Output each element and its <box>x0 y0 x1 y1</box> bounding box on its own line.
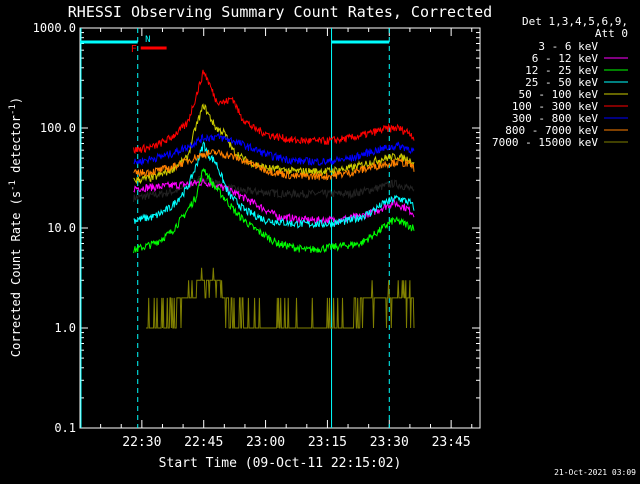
y-axis-label-main: Corrected Count Rate (s <box>9 191 23 357</box>
y-axis-label: Corrected Count Rate (s-1 detector-1) <box>8 97 23 357</box>
x-tick-label: 23:15 <box>308 435 347 450</box>
flag-label-n: N <box>145 35 150 45</box>
legend-entry-label: 300 - 800 keV <box>512 112 598 125</box>
x-tick-label: 23:30 <box>370 435 409 450</box>
legend-entry-label: 800 - 7000 keV <box>505 124 598 137</box>
legend-entry-label: 25 - 50 keV <box>525 76 598 89</box>
legend-entry-label: 100 - 300 keV <box>512 100 598 113</box>
x-tick-label: 23:00 <box>246 435 285 450</box>
legend-entry-label: 12 - 25 keV <box>525 64 598 77</box>
y-axis-label-sup-2: -1 <box>8 104 18 115</box>
x-tick-label: 22:30 <box>122 435 161 450</box>
legend-entry-label: 50 - 100 keV <box>519 88 599 101</box>
series-line-5 <box>133 69 415 155</box>
flag-label-f: F <box>131 44 137 55</box>
series-line-7 <box>133 149 415 181</box>
footer-date: 21-Oct-2021 03:09 <box>554 468 636 477</box>
y-axis-label-end: ) <box>9 97 23 104</box>
series-line-2 <box>133 167 415 254</box>
legend-header-line-2: Att 0 <box>595 27 628 40</box>
x-tick-label: 22:45 <box>184 435 223 450</box>
legend-entry-label: 7000 - 15000 keV <box>492 136 598 149</box>
y-tick-label: 100.0 <box>40 121 76 135</box>
series-line-3 <box>133 141 415 229</box>
series-line-6 <box>133 132 415 166</box>
y-tick-label: 0.1 <box>54 421 76 435</box>
y-tick-label: 1000.0 <box>33 21 76 35</box>
y-axis-label-sup-1: -1 <box>8 180 18 191</box>
chart-title: RHESSI Observing Summary Count Rates, Co… <box>68 3 492 21</box>
series-line-4 <box>133 103 415 185</box>
x-axis-label: Start Time (09-Oct-11 22:15:02) <box>159 456 402 471</box>
series-line-0 <box>133 174 415 203</box>
y-tick-label: 1.0 <box>54 321 76 335</box>
legend-entry-label: 3 - 6 keV <box>538 40 598 53</box>
legend-entry-label: 6 - 12 keV <box>532 52 599 65</box>
y-tick-label: 10.0 <box>47 221 76 235</box>
legend-header-line-1: Det 1,3,4,5,6,9, <box>522 15 628 28</box>
series-line-8 <box>146 267 415 329</box>
x-tick-label: 23:45 <box>432 435 471 450</box>
plot-area: 0.1 1.0 10.0 100.0 1000.0 22:30 22:45 23:00 23:1… <box>33 21 481 450</box>
y-axis-label-mid: detector <box>9 115 23 180</box>
